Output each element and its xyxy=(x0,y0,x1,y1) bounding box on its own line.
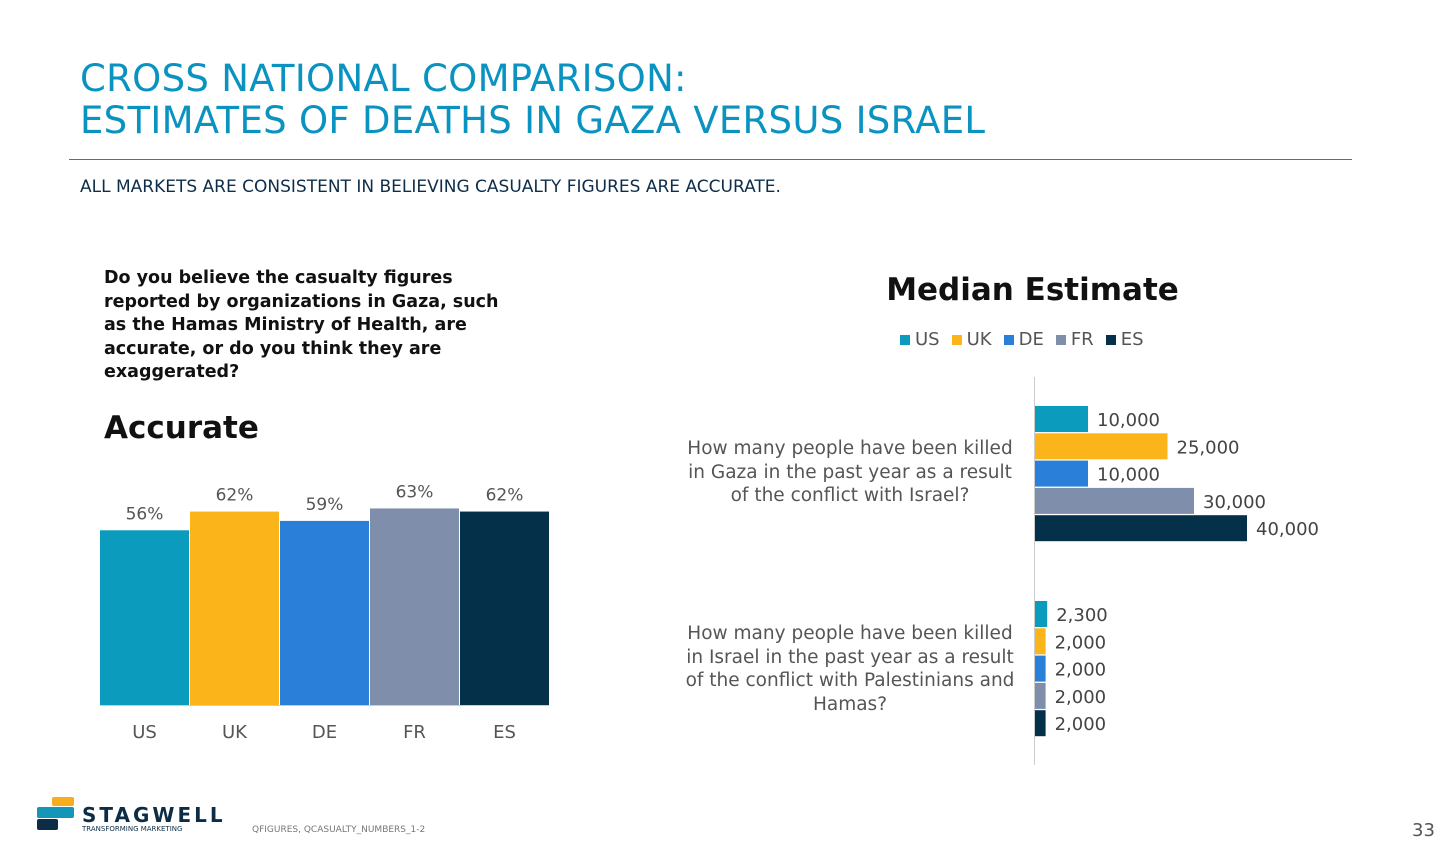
hbar-label-de-1: 2,000 xyxy=(1055,660,1107,681)
legend-label: DE xyxy=(1018,329,1044,350)
hbar-uk-0 xyxy=(1035,433,1168,460)
page-title: CROSS NATIONAL COMPARISON: ESTIMATES OF D… xyxy=(80,58,985,142)
hbar-label-fr-1: 2,000 xyxy=(1055,687,1107,708)
legend-swatch xyxy=(900,334,910,345)
source-note: QFIGURES, QCASUALTY_NUMBERS_1-2 xyxy=(252,825,426,835)
hbar-es-0 xyxy=(1035,515,1247,542)
hbar-us-1 xyxy=(1035,601,1048,627)
bar-label-de: 59% xyxy=(306,495,344,515)
bar-us xyxy=(100,530,189,705)
legend-item-us: US xyxy=(900,329,940,350)
legend: US UK DE FR ES xyxy=(900,329,1144,350)
hbar-label-fr-0: 30,000 xyxy=(1203,492,1266,513)
hbar-label-uk-1: 2,000 xyxy=(1055,632,1107,653)
survey-question: Do you believe the casualty figures repo… xyxy=(104,268,499,382)
hbar-fr-1 xyxy=(1035,682,1046,709)
page-number: 33 xyxy=(1412,820,1435,841)
x-tick-uk: UK xyxy=(222,722,248,743)
title-line-1: CROSS NATIONAL COMPARISON: xyxy=(80,57,687,100)
hbar-label-es-1: 2,000 xyxy=(1055,714,1107,735)
bar-label-es: 62% xyxy=(486,486,524,506)
x-tick-de: DE xyxy=(312,722,337,743)
bar-label-uk: 62% xyxy=(216,486,254,506)
hbar-label-us-1: 2,300 xyxy=(1056,605,1108,626)
subtitle: ALL MARKETS ARE CONSISTENT IN BELIEVING … xyxy=(80,177,781,197)
legend-swatch xyxy=(1105,334,1116,345)
x-tick-fr: FR xyxy=(403,722,426,743)
x-tick-es: ES xyxy=(493,722,516,743)
right-chart-title: Median Estimate xyxy=(886,272,1179,308)
hbar-es-1 xyxy=(1035,710,1046,737)
legend-label: ES xyxy=(1120,329,1144,350)
stagwell-logo xyxy=(37,797,77,837)
legend-item-de: DE xyxy=(1003,329,1044,350)
bar-es xyxy=(460,511,549,705)
legend-item-es: ES xyxy=(1105,329,1144,350)
logo-text: STAGWELL xyxy=(82,803,226,827)
question-gaza: How many people have been killed in Gaza… xyxy=(687,438,1013,506)
hbar-label-us-0: 10,000 xyxy=(1097,410,1160,431)
bar-fr xyxy=(370,508,459,705)
bar-label-us: 56% xyxy=(126,504,164,524)
legend-swatch xyxy=(1055,334,1066,345)
legend-item-fr: FR xyxy=(1055,329,1094,350)
hbar-us-0 xyxy=(1035,406,1088,432)
legend-item-uk: UK xyxy=(951,329,992,350)
hbar-label-es-0: 40,000 xyxy=(1256,519,1319,540)
hbar-de-1 xyxy=(1035,655,1046,682)
bar-de xyxy=(280,520,369,705)
legend-label: US xyxy=(915,329,940,350)
divider xyxy=(69,159,1352,160)
legend-label: UK xyxy=(966,329,992,350)
logo-tagline: TRANSFORMING MARKETING xyxy=(82,825,183,833)
title-line-2: ESTIMATES OF DEATHS IN GAZA VERSUS ISRAE… xyxy=(80,99,986,142)
left-chart-title: Accurate xyxy=(104,410,259,446)
hbar-label-uk-0: 25,000 xyxy=(1177,437,1240,458)
hbar-fr-0 xyxy=(1035,487,1194,514)
question-israel: How many people have been killed in Isra… xyxy=(685,623,1015,715)
hbar-uk-1 xyxy=(1035,628,1046,655)
legend-swatch xyxy=(1003,334,1014,345)
legend-label: FR xyxy=(1070,329,1094,350)
x-tick-us: US xyxy=(132,722,157,743)
hbar-de-0 xyxy=(1035,460,1088,487)
legend-swatch xyxy=(951,334,962,345)
bar-uk xyxy=(190,511,279,705)
hbar-label-de-0: 10,000 xyxy=(1097,465,1160,486)
bar-label-fr: 63% xyxy=(396,482,434,502)
logo-mark-icon xyxy=(37,797,74,830)
